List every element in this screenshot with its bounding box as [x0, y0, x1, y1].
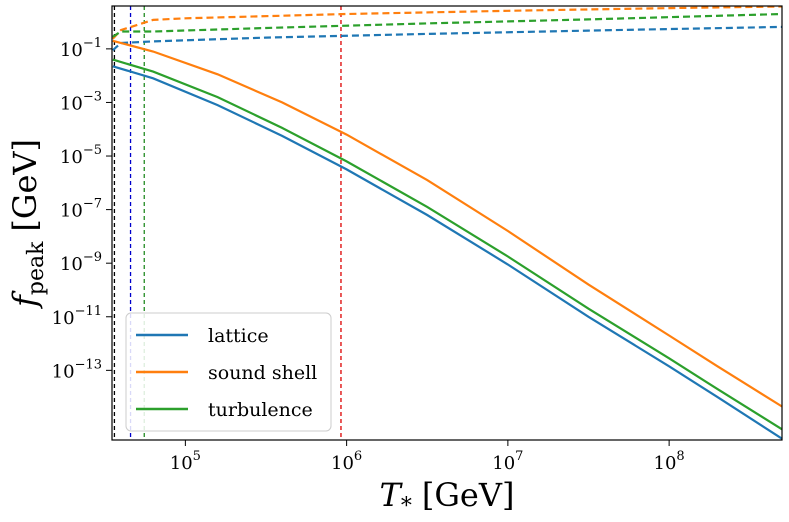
- y-tick-exp: −5: [83, 143, 102, 158]
- legend: lattice sound shell turbulence: [125, 312, 332, 432]
- series-turbulence-solid: [112, 58, 782, 431]
- y-tick-base: 10: [60, 254, 83, 275]
- x-tick-label-2: 107: [492, 449, 523, 474]
- x-tick-base: 10: [331, 453, 354, 474]
- y-tick-label-6: 10−13: [52, 357, 102, 382]
- y-tick-exp: −3: [83, 89, 102, 104]
- y-tick-base: 10: [60, 147, 83, 168]
- y-tick-label-1: 10−3: [60, 89, 102, 114]
- x-ticks: 105 106 107 108: [170, 440, 685, 474]
- vertical-markers: [113, 6, 342, 440]
- x-tick-label-1: 106: [331, 449, 362, 474]
- legend-box: [125, 312, 332, 432]
- x-tick-label-3: 108: [654, 449, 685, 474]
- y-tick-exp: −1: [83, 36, 102, 51]
- y-tick-exp: −11: [75, 304, 102, 319]
- x-axis-symbol: T: [380, 476, 404, 514]
- y-tick-exp: −13: [75, 357, 102, 372]
- x-tick-exp: 7: [515, 449, 523, 464]
- series-sound-shell-solid: [112, 39, 782, 408]
- legend-label-turbulence: turbulence: [208, 399, 313, 421]
- x-tick-label-0: 105: [170, 449, 201, 474]
- y-tick-base: 10: [52, 308, 75, 329]
- y-tick-label-0: 10−1: [60, 36, 102, 61]
- series-lattice-dashed: [112, 25, 782, 52]
- y-axis-subscript: peak: [24, 241, 49, 295]
- x-axis-unit: [GeV]: [422, 476, 515, 514]
- y-tick-label-4: 10−9: [60, 250, 102, 275]
- legend-label-sound-shell: sound shell: [208, 362, 317, 384]
- y-tick-base: 10: [60, 40, 83, 61]
- y-tick-base: 10: [52, 361, 75, 382]
- x-tick-exp: 6: [354, 449, 362, 464]
- x-axis-label: T* [GeV]: [380, 476, 515, 519]
- y-tick-exp: −9: [83, 250, 102, 265]
- legend-label-lattice: lattice: [208, 325, 269, 347]
- x-tick-exp: 5: [193, 449, 201, 464]
- series-turbulence-dashed: [112, 12, 782, 38]
- y-tick-label-5: 10−11: [52, 304, 102, 329]
- y-axis-label: fpeak[GeV]: [6, 139, 49, 309]
- y-tick-base: 10: [60, 93, 83, 114]
- x-tick-base: 10: [492, 453, 515, 474]
- x-tick-base: 10: [654, 453, 677, 474]
- series-sound-shell-dashed: [112, 6, 782, 40]
- x-tick-exp: 8: [676, 449, 684, 464]
- series-lattice-solid: [112, 65, 782, 440]
- y-tick-exp: −7: [83, 197, 102, 212]
- x-tick-base: 10: [170, 453, 193, 474]
- x-axis-subscript: *: [401, 494, 412, 519]
- series-group: [112, 6, 782, 440]
- y-axis-unit: [GeV]: [6, 139, 44, 232]
- y-tick-base: 10: [60, 201, 83, 222]
- y-tick-label-3: 10−7: [60, 197, 102, 222]
- y-tick-label-2: 10−5: [60, 143, 102, 168]
- plot-frame: [111, 5, 783, 441]
